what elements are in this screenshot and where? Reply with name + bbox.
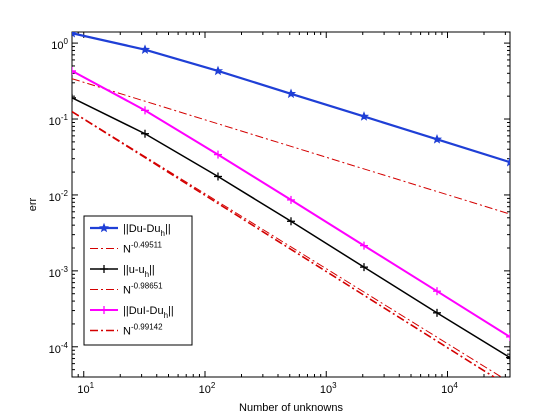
legend-label: ||DuI-Duh||: [123, 305, 174, 320]
tick-base: 10: [51, 40, 63, 52]
series-4-line: [72, 110, 503, 377]
series-5-point: [214, 150, 222, 159]
y-tick-label: 10-4: [49, 341, 69, 356]
series-3-point: [506, 353, 510, 362]
y-tick-label: 10-3: [49, 265, 69, 280]
legend-label-tail: ||: [168, 305, 174, 317]
legend-label: ||u-uh||: [123, 264, 155, 279]
legend-label-main: ||u-u: [123, 264, 145, 276]
series-2-line: [72, 78, 510, 215]
y-axis-label: err: [27, 197, 39, 211]
legend-entry: ||DuI-Duh||: [90, 305, 174, 320]
series-3-point: [72, 93, 76, 102]
tick-exponent: 3: [332, 381, 337, 390]
x-tick-label: 104: [441, 381, 458, 396]
series-5: [72, 66, 510, 341]
legend-marker: [100, 306, 108, 314]
x-axis-label: Number of unknowns: [239, 402, 343, 414]
legend: ||Du-Duh||N-0.49511||u-uh||N-0.98651||Du…: [83, 215, 193, 346]
series-5-point: [72, 66, 76, 75]
tick-base: 10: [49, 268, 61, 280]
tick-exponent: -4: [61, 341, 69, 350]
legend-label-main: ||DuI-Du: [123, 305, 164, 317]
legend-label-main: N: [123, 285, 131, 297]
x-tick-label: 102: [199, 381, 216, 396]
series-5-point: [360, 241, 368, 250]
series-2: [72, 78, 510, 215]
tick-base: 10: [49, 192, 61, 204]
series-4: [72, 110, 503, 377]
series-3: [72, 93, 510, 362]
series-3-point: [360, 263, 368, 272]
legend-marker: [100, 265, 108, 273]
tick-exponent: 1: [90, 381, 95, 390]
series-1-point: [212, 65, 224, 76]
tick-base: 10: [199, 384, 211, 396]
series-3-point: [141, 129, 149, 138]
legend-label-exponent: -0.49511: [131, 241, 163, 250]
legend-label-exponent: -0.98651: [131, 282, 163, 291]
tick-base: 10: [49, 116, 61, 128]
tick-exponent: -3: [61, 265, 69, 274]
legend-entry: N-0.49511: [90, 241, 162, 256]
legend-label-main: N: [123, 326, 131, 338]
legend-label-subscript: h: [164, 311, 168, 320]
tick-exponent: 4: [453, 381, 458, 390]
series-1-point: [72, 32, 77, 38]
x-tick-label: 101: [77, 381, 94, 396]
legend-label-main: ||Du-Du: [123, 223, 161, 235]
y-tick-label: 10-2: [49, 189, 69, 204]
legend-label-exponent: -0.99142: [131, 323, 163, 332]
tick-exponent: 0: [64, 37, 69, 46]
tick-base: 10: [320, 384, 332, 396]
series-6-line: [72, 110, 496, 377]
legend-entry: N-0.99142: [90, 323, 163, 338]
series-1-point: [285, 88, 297, 99]
series-3-point: [433, 308, 441, 317]
series-3-point: [214, 172, 222, 181]
legend-marker: [98, 222, 110, 233]
tick-exponent: -2: [61, 189, 69, 198]
series-1-point: [431, 134, 443, 144]
series-5-point: [287, 195, 295, 204]
legend-entry: ||u-uh||: [90, 264, 155, 279]
series-5-point: [141, 106, 149, 115]
series-1-point: [139, 44, 151, 54]
legend-box: [83, 215, 193, 346]
legend-label-subscript: h: [145, 270, 149, 279]
series-1-point: [358, 111, 370, 121]
legend-label: N-0.99142: [123, 323, 163, 338]
tick-base: 10: [441, 384, 453, 396]
x-tick-label: 103: [320, 381, 337, 396]
legend-label-tail: ||: [165, 223, 171, 235]
series-3-point: [287, 217, 295, 226]
legend-label: N-0.98651: [123, 282, 163, 297]
legend-entry: N-0.98651: [90, 282, 163, 297]
legend-label-subscript: h: [161, 229, 165, 238]
y-tick-label: 100: [51, 37, 68, 52]
legend-label-main: N: [123, 244, 131, 256]
series-1-point: [504, 156, 510, 167]
legend-label: N-0.49511: [123, 241, 162, 256]
series-layer: [72, 32, 510, 377]
legend-label-tail: ||: [149, 264, 155, 276]
legend-entry: ||Du-Duh||: [90, 222, 171, 238]
legend-label: ||Du-Duh||: [123, 223, 171, 238]
y-tick-label: 10-1: [49, 113, 69, 128]
series-6: [72, 110, 496, 377]
tick-base: 10: [77, 384, 89, 396]
tick-exponent: 2: [211, 381, 216, 390]
series-5-point: [433, 287, 441, 296]
tick-base: 10: [49, 344, 61, 356]
series-5-point: [506, 332, 510, 341]
series-1: [72, 32, 510, 167]
tick-exponent: -1: [61, 113, 69, 122]
